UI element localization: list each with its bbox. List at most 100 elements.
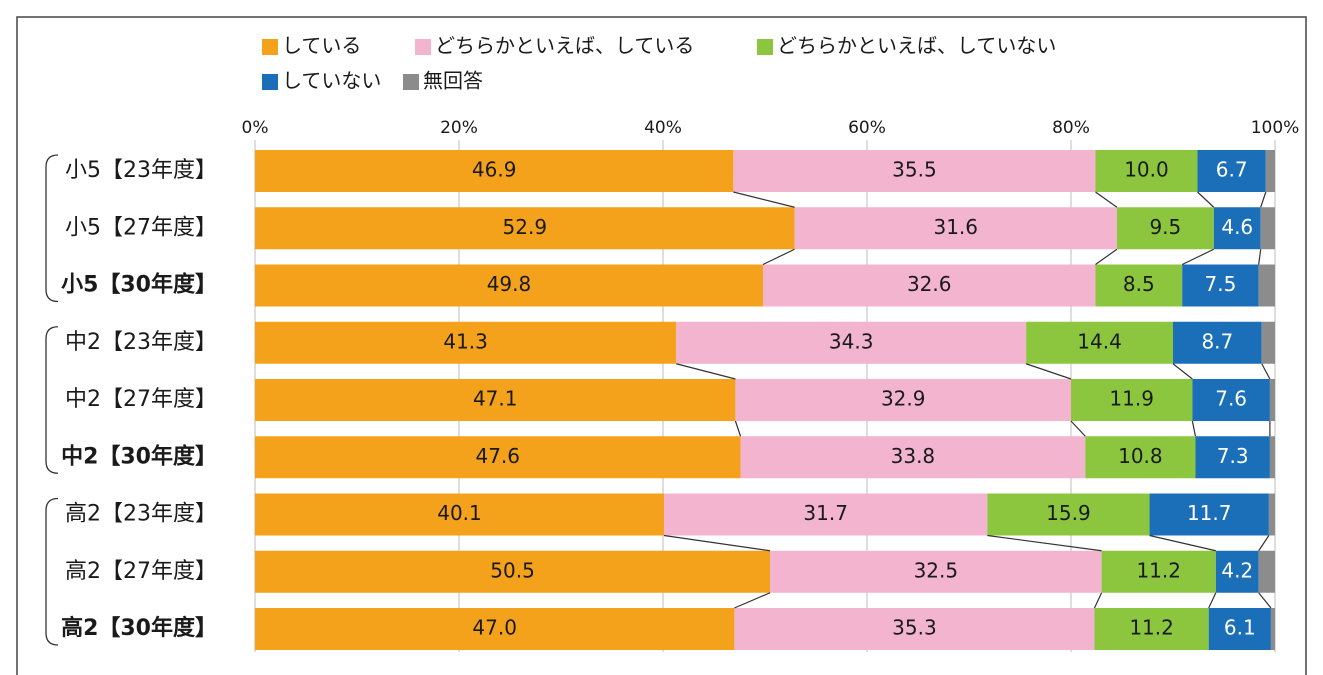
value-label: 8.7 <box>1201 329 1233 353</box>
value-label: 31.7 <box>803 501 848 525</box>
bar-segment <box>1260 207 1275 250</box>
value-label: 6.7 <box>1216 158 1248 182</box>
value-label: 52.9 <box>503 215 548 239</box>
bar-segment <box>1095 264 1183 307</box>
connector-line <box>1260 191 1267 208</box>
value-label: 11.2 <box>1129 616 1174 640</box>
value-label: 33.8 <box>891 444 936 468</box>
bar-segment <box>740 436 1086 479</box>
value-label: 47.6 <box>475 444 520 468</box>
connector-line <box>1070 420 1086 437</box>
bar-segment <box>1173 321 1262 364</box>
x-tick-label: 100% <box>1251 118 1300 138</box>
connector-line <box>762 248 795 266</box>
legend-swatch <box>403 74 419 90</box>
bar-segment <box>1269 379 1275 421</box>
connector-line <box>1095 191 1118 208</box>
bar-segment <box>255 264 763 307</box>
bar-segment <box>1197 150 1266 192</box>
value-label: 9.5 <box>1149 215 1181 239</box>
frame <box>16 16 1307 675</box>
category-label: 中2【30年度】 <box>61 443 217 469</box>
bar-segment <box>1208 608 1271 650</box>
bar-segment <box>1258 550 1275 593</box>
connector-line <box>1258 249 1262 265</box>
connector-line <box>1191 420 1197 437</box>
connector-line <box>734 420 742 437</box>
group-bracket <box>45 497 59 646</box>
x-tick-label: 40% <box>644 118 682 138</box>
connector-line <box>1172 363 1193 380</box>
value-label: 8.5 <box>1123 272 1155 296</box>
category-label: 小5【23年度】 <box>65 158 217 183</box>
bar-segment <box>1270 608 1275 650</box>
category-label: 高2【27年度】 <box>65 559 217 584</box>
value-label: 11.7 <box>1187 501 1232 525</box>
bar-segment <box>735 379 1071 421</box>
connector-line <box>1197 191 1215 208</box>
connector-line <box>1208 592 1217 609</box>
value-label: 46.9 <box>472 158 517 182</box>
bar-segment <box>255 436 741 479</box>
legend-label: している <box>282 34 361 58</box>
connector-line <box>734 592 771 609</box>
category-label: 中2【23年度】 <box>65 330 217 355</box>
bar-segment <box>1094 608 1209 650</box>
bar-segment <box>1195 436 1270 479</box>
connector-line <box>1095 248 1118 265</box>
legend-label: どちらかといえば、していない <box>777 34 1056 58</box>
x-tick-label: 60% <box>848 118 886 138</box>
value-label: 40.1 <box>437 501 482 525</box>
bar-segment <box>734 608 1095 650</box>
value-label: 47.0 <box>472 616 517 640</box>
connector-line <box>1181 248 1215 266</box>
value-label: 34.3 <box>829 329 874 353</box>
legend-label: どちらかといえば、している <box>435 34 694 58</box>
bar-segment <box>1085 436 1196 479</box>
bar-segment <box>770 550 1102 593</box>
bar-segment <box>255 550 771 593</box>
bar-segment <box>1265 150 1275 192</box>
bar-segment <box>1269 436 1275 479</box>
value-label: 32.9 <box>881 387 926 411</box>
x-tick-label: 80% <box>1052 118 1090 138</box>
value-label: 7.5 <box>1205 272 1237 296</box>
value-label: 10.0 <box>1124 158 1169 182</box>
group-bracket <box>45 154 59 303</box>
bar-segment <box>1116 207 1214 250</box>
legend-swatch <box>757 39 773 55</box>
bar-segment <box>255 608 735 650</box>
bar-segment <box>1101 550 1216 593</box>
value-label: 7.6 <box>1215 387 1247 411</box>
connector-line <box>1025 363 1072 380</box>
value-label: 49.8 <box>487 272 532 296</box>
bar-segment <box>794 207 1117 250</box>
bar-segment <box>676 321 1027 364</box>
value-label: 31.6 <box>933 215 978 239</box>
value-label: 35.5 <box>892 158 937 182</box>
category-label: 高2【30年度】 <box>61 615 217 641</box>
category-label: 小5【30年度】 <box>61 272 217 298</box>
bar-segment <box>1149 493 1269 536</box>
legend-swatch <box>262 74 278 90</box>
bar-segment <box>1192 379 1270 421</box>
value-label: 6.1 <box>1224 616 1256 640</box>
bar-segment <box>1268 493 1275 536</box>
bar-segment <box>762 264 1096 307</box>
bar-segment <box>1213 207 1261 250</box>
connector-line <box>1258 592 1272 609</box>
category-label: 高2【23年度】 <box>65 502 217 527</box>
value-label: 50.5 <box>490 558 535 582</box>
x-tick-label: 20% <box>440 118 478 138</box>
value-label: 11.2 <box>1136 558 1181 582</box>
bar-segment <box>1026 321 1173 364</box>
bar-segment <box>1182 264 1259 307</box>
group-bracket <box>45 326 59 474</box>
connector-line <box>733 191 795 208</box>
connector-line <box>1149 534 1216 552</box>
connector-line <box>1258 535 1270 552</box>
bar-segment <box>1095 150 1198 192</box>
bar-segment <box>255 150 734 192</box>
value-label: 35.3 <box>892 616 937 640</box>
value-label: 32.5 <box>914 558 959 582</box>
